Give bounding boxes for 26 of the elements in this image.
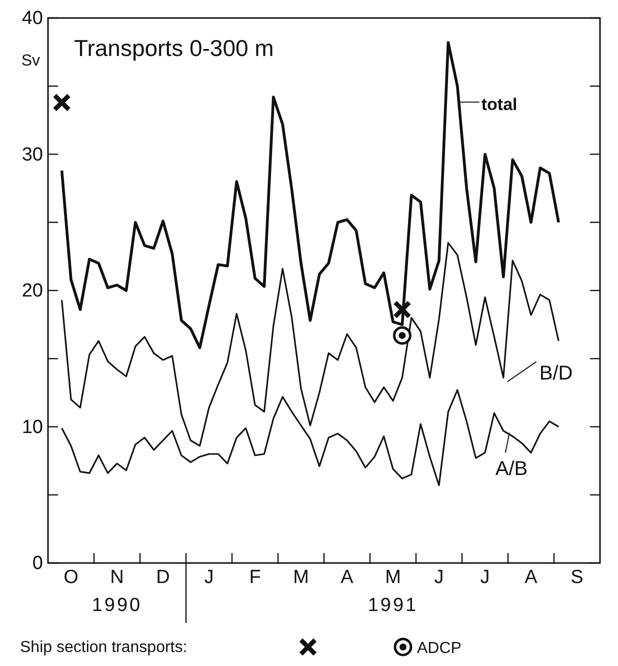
x-tick-label: N <box>110 567 124 588</box>
x-tick-label: D <box>156 567 170 588</box>
y-tick-label: 20 <box>22 280 43 302</box>
legend-label: ADCP <box>417 640 462 657</box>
x-tick-label: M <box>385 567 401 588</box>
y-tick-label: 40 <box>22 8 43 29</box>
y-axis-title: Sv <box>21 52 40 70</box>
x-tick-label: J <box>434 567 444 588</box>
y-tick-label: 30 <box>22 144 43 166</box>
x-tick-label: F <box>249 567 261 588</box>
x-tick-label: J <box>204 567 214 588</box>
x-tick-label: J <box>480 567 490 588</box>
legend-title: Ship section transports: <box>20 639 188 656</box>
text: 1990 <box>92 595 142 616</box>
y-tick-label: 0 <box>32 553 43 574</box>
legend-label: total <box>481 95 518 114</box>
x-tick-label: O <box>64 567 78 588</box>
x-tick-label: A <box>524 567 538 588</box>
series-label: A/B <box>495 458 528 480</box>
x-tick-label: A <box>340 567 354 588</box>
legend-label: B/D <box>539 362 573 385</box>
x-tick-label: S <box>570 567 584 588</box>
x-tick-label: M <box>293 567 309 588</box>
text: 1991 <box>368 595 418 616</box>
y-tick-label: 10 <box>22 416 43 438</box>
text: Transports 0-300 m <box>74 35 274 61</box>
